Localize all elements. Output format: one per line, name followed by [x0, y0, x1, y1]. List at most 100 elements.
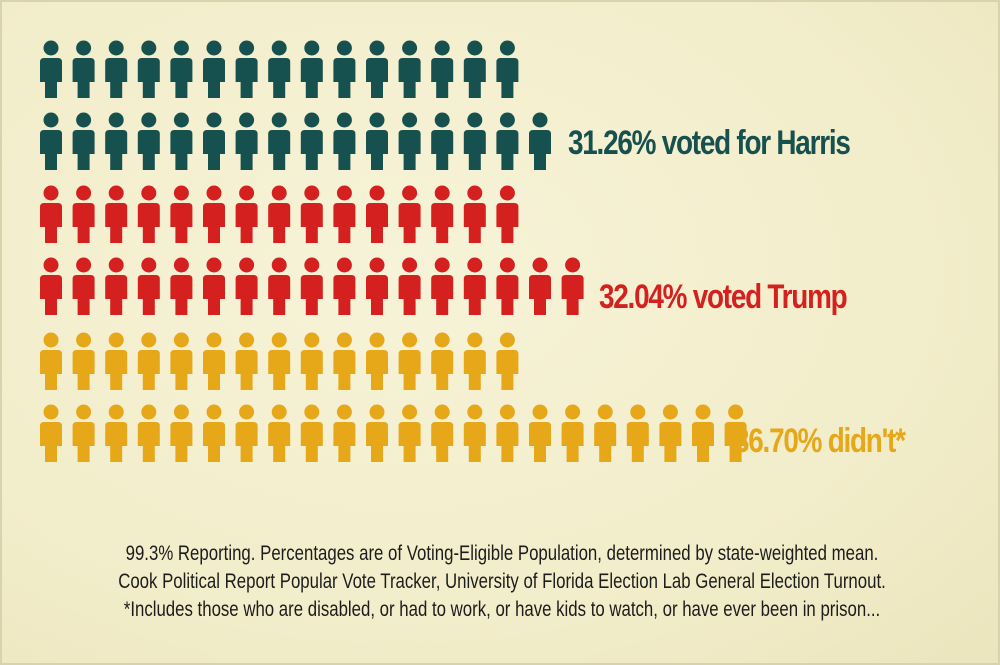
person-icon — [333, 404, 356, 462]
person-icon — [137, 112, 160, 170]
person-icon — [170, 112, 193, 170]
person-icon — [333, 40, 356, 98]
person-icon — [398, 332, 421, 390]
person-icon — [137, 332, 160, 390]
person-icon — [529, 257, 551, 315]
footnotes: 99.3% Reporting. Percentages are of Voti… — [2, 540, 1000, 624]
person-icon — [626, 404, 649, 462]
person-icon — [659, 404, 682, 462]
person-icon — [463, 404, 486, 462]
person-icon — [463, 40, 486, 98]
person-icon — [235, 257, 258, 315]
person-icon — [300, 257, 323, 315]
person-icon — [398, 112, 421, 170]
person-icon — [724, 404, 747, 462]
person-icon — [431, 332, 454, 390]
person-icon — [398, 40, 421, 98]
person-icon — [105, 112, 128, 170]
person-icon — [72, 257, 95, 315]
person-icon — [235, 404, 258, 462]
person-icon — [40, 112, 62, 170]
person-icon — [300, 185, 323, 243]
person-icon — [529, 112, 551, 170]
person-icon — [366, 40, 388, 98]
didnt-vote-label: 36.70% didn't* — [734, 422, 906, 460]
harris-label: 31.26% voted for Harris — [568, 124, 851, 162]
person-icon — [268, 40, 291, 98]
person-icon — [170, 332, 193, 390]
person-icon — [203, 112, 225, 170]
person-icon — [463, 332, 486, 390]
person-icon — [398, 257, 421, 315]
footnote-asterisk: *Includes those who are disabled, or had… — [123, 598, 881, 621]
person-icon — [398, 404, 421, 462]
person-icon — [235, 185, 258, 243]
person-icon — [72, 332, 95, 390]
person-icon — [268, 257, 291, 315]
person-icon — [333, 112, 356, 170]
pictogram-chart — [40, 40, 747, 462]
person-icon — [529, 404, 551, 462]
person-icon — [300, 332, 323, 390]
person-icon — [137, 40, 160, 98]
person-icon — [300, 404, 323, 462]
person-icon — [561, 257, 584, 315]
person-icon — [496, 40, 519, 98]
person-icon — [300, 40, 323, 98]
person-icon — [72, 112, 95, 170]
person-icon — [431, 40, 454, 98]
person-icon — [203, 40, 225, 98]
person-icon — [333, 185, 356, 243]
person-icon — [203, 404, 225, 462]
person-icon — [431, 185, 454, 243]
person-icon — [268, 112, 291, 170]
person-icon — [496, 404, 519, 462]
person-icon — [170, 257, 193, 315]
person-icon — [40, 332, 62, 390]
person-icon — [692, 404, 714, 462]
person-icon — [203, 257, 225, 315]
person-icon — [40, 257, 62, 315]
person-icon — [170, 185, 193, 243]
person-icon — [561, 404, 584, 462]
person-icon — [203, 185, 225, 243]
person-icon — [496, 257, 519, 315]
person-icon — [333, 332, 356, 390]
footnote-reporting: 99.3% Reporting. Percentages are of Voti… — [125, 542, 879, 565]
person-icon — [40, 404, 62, 462]
person-icon — [105, 332, 128, 390]
person-icon — [463, 112, 486, 170]
person-icon — [40, 40, 62, 98]
person-icon — [105, 257, 128, 315]
person-icon — [203, 332, 225, 390]
person-icon — [137, 257, 160, 315]
person-icon — [72, 40, 95, 98]
person-icon — [72, 185, 95, 243]
person-icon — [268, 185, 291, 243]
person-icon — [496, 332, 519, 390]
person-icon — [170, 404, 193, 462]
person-icon — [398, 185, 421, 243]
person-icon — [72, 404, 95, 462]
person-icon — [496, 112, 519, 170]
person-icon — [496, 185, 519, 243]
person-icon — [235, 332, 258, 390]
person-icon — [366, 257, 388, 315]
person-icon — [431, 257, 454, 315]
person-icon — [105, 40, 128, 98]
person-icon — [366, 112, 388, 170]
person-icon — [463, 185, 486, 243]
person-icon — [431, 404, 454, 462]
person-icon — [235, 40, 258, 98]
person-icon — [366, 404, 388, 462]
person-icon — [366, 185, 388, 243]
person-icon — [300, 112, 323, 170]
person-icon — [333, 257, 356, 315]
trump-label: 32.04% voted Trump — [599, 278, 848, 316]
person-icon — [366, 332, 388, 390]
person-icon — [268, 332, 291, 390]
person-icon — [137, 404, 160, 462]
footnote-sources: Cook Political Report Popular Vote Track… — [118, 570, 886, 593]
person-icon — [137, 185, 160, 243]
